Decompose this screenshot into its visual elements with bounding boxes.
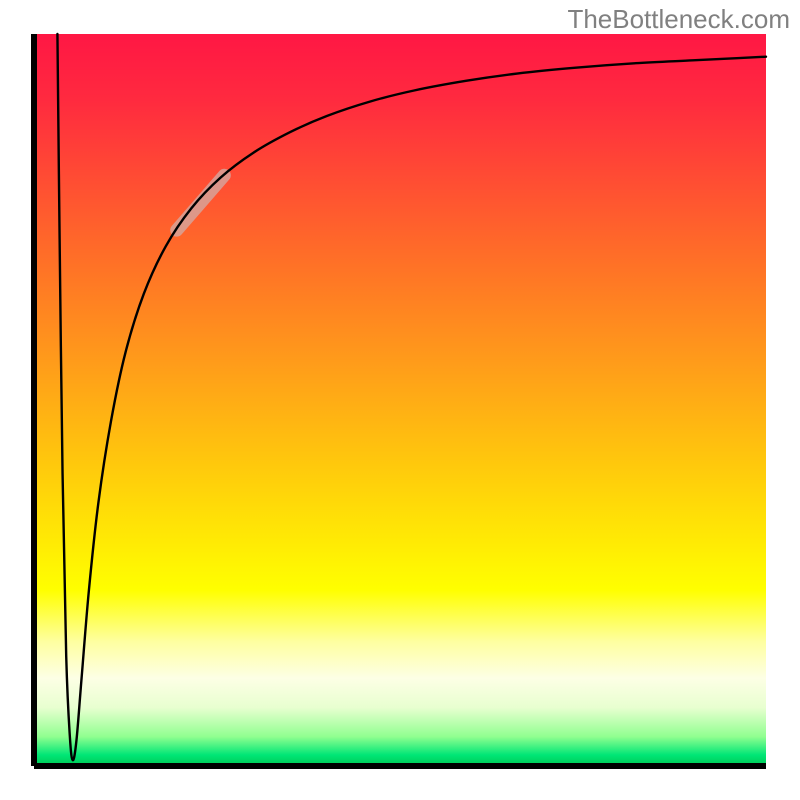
bottleneck-chart <box>0 0 800 800</box>
plot-background <box>34 34 766 766</box>
watermark-text: TheBottleneck.com <box>567 4 790 35</box>
chart-container: { "watermark": { "text": "TheBottleneck.… <box>0 0 800 800</box>
